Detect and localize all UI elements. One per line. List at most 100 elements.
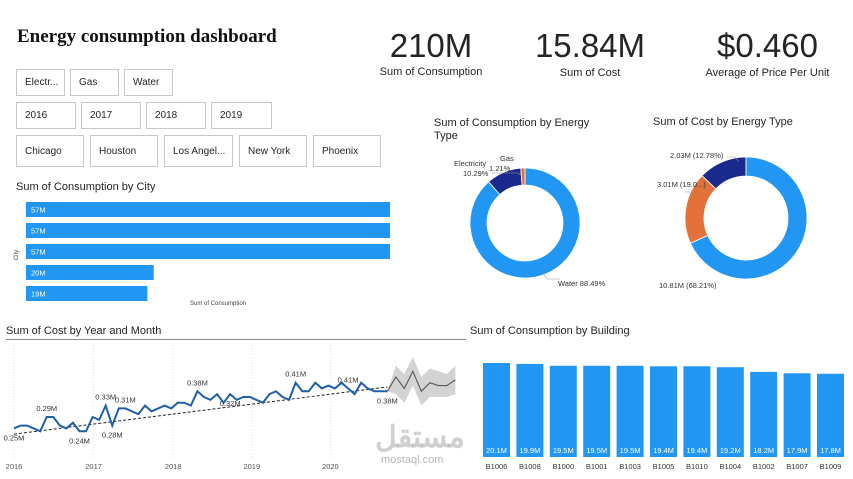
building-bar-label: 19.2M (720, 446, 741, 455)
building-bar (817, 373, 844, 457)
kpi-label: Sum of Cost (559, 67, 621, 79)
building-bar (549, 365, 577, 457)
slicer-option-los-angeles[interactable]: Los Angel... (164, 135, 233, 167)
donut-label-orange-slice: 3.01M (19.0...) (657, 180, 706, 189)
building-bar-chart: 20.1M B1006 19.9M B1008 19.5M B1000 19.5M B1001… (483, 363, 844, 471)
building-bar-label: 19.9M (519, 446, 540, 455)
cost-month-chart-title: Sum of Cost by Year and Month (6, 325, 162, 337)
building-tick-label: B1006 (486, 462, 508, 471)
leader-line (492, 172, 524, 178)
city-bar-label: 57M (31, 248, 46, 257)
building-bar-label: 19.5M (620, 446, 641, 455)
chart-divider (6, 339, 466, 340)
data-point-label: 0.32M (220, 399, 241, 408)
leader-line (727, 156, 740, 163)
city-chart-title: Sum of Consumption by City (16, 181, 156, 193)
donut-label-gas: 1.21% (489, 164, 511, 173)
building-tick-label: B1009 (820, 462, 842, 471)
x-tick-label: 2019 (243, 462, 260, 471)
page-title: Energy consumption dashboard (17, 26, 277, 47)
city-bar-label: 19M (31, 290, 46, 299)
donut-label-gas-name: Gas (500, 154, 514, 163)
building-bar (650, 366, 677, 457)
cost-month-line-chart: 2016 2017 2018 2019 2020 0.25M 0.29M 0.24M 0.33M… (4, 345, 456, 471)
donut-label-blue-slice: 10.81M (68.21%) (659, 281, 717, 290)
slicer-option-phoenix[interactable]: Phoenix (313, 135, 381, 167)
donut-label-water: Water 88.49% (558, 279, 606, 288)
building-tick-label: B1007 (786, 462, 808, 471)
building-bar-label: 18.2M (753, 446, 774, 455)
slicer-option-2019[interactable]: 2019 (211, 102, 272, 129)
building-chart-title: Sum of Consumption by Building (470, 325, 630, 337)
city-x-axis-label: Sum of Consumption (190, 301, 246, 307)
city-y-axis-label: City (14, 250, 20, 260)
cost-series-line (13, 380, 388, 433)
building-bar-label: 20.1M (486, 446, 507, 455)
city-bar-label: 57M (31, 206, 46, 215)
kpi-value: $0.460 (717, 27, 818, 64)
donut-label-electricity: 10.29% (463, 169, 489, 178)
city-bar (26, 286, 148, 301)
slicer-option-2017[interactable]: 2017 (81, 102, 141, 129)
consumption-donut-slice (469, 167, 581, 279)
city-bar (26, 202, 390, 217)
building-bar (516, 363, 544, 457)
building-bar (583, 365, 611, 457)
slicer-option-electricity[interactable]: Electr... (16, 69, 65, 96)
building-tick-label: B1010 (686, 462, 708, 471)
kpi-label: Average of Price Per Unit (705, 67, 830, 79)
slicer-option-new-york[interactable]: New York (239, 135, 307, 167)
data-point-label: 0.25M (4, 433, 25, 442)
data-point-label: 0.28M (102, 431, 123, 440)
slicer-option-2018[interactable]: 2018 (146, 102, 206, 129)
building-bar-label: 19.5M (586, 446, 607, 455)
slicer-option-houston[interactable]: Houston (90, 135, 158, 167)
x-tick-label: 2016 (6, 462, 23, 471)
watermark-arabic: مستقل (375, 421, 465, 454)
building-tick-label: B1002 (753, 462, 775, 471)
slicer-option-gas[interactable]: Gas (70, 69, 119, 96)
kpi-value: 210M (389, 27, 473, 64)
city-bar-label: 20M (31, 269, 46, 278)
slicer-option-chicago[interactable]: Chicago (16, 135, 84, 167)
slicer-option-2016[interactable]: 2016 (16, 102, 76, 129)
city-bar-chart: 57M 57M 57M 20M 19M City Sum of Consumption (14, 202, 390, 307)
cost-donut-slice (689, 156, 808, 280)
building-tick-label: B1008 (519, 462, 541, 471)
forecast-band (387, 357, 456, 406)
consumption-donut-chart: Electricity 10.29% Gas 1.21% Water 88.49… (454, 154, 606, 288)
data-point-label: 0.29M (36, 404, 57, 413)
city-bar (26, 265, 154, 280)
slicer-option-water[interactable]: Water (124, 69, 173, 96)
building-tick-label: B1000 (552, 462, 574, 471)
building-bar-label: 19.5M (553, 446, 574, 455)
donut-label-electricity-name: Electricity (454, 159, 486, 168)
cost-type-chart-title: Sum of Cost by Energy Type (653, 116, 793, 128)
data-point-label: 0.41M (285, 370, 306, 379)
leader-line (685, 191, 692, 196)
data-point-label: 0.24M (69, 436, 90, 445)
kpi-value: 15.84M (534, 27, 646, 64)
building-bar (616, 365, 644, 457)
x-tick-label: 2020 (322, 462, 339, 471)
x-tick-label: 2017 (85, 462, 102, 471)
consumption-type-chart-title: Sum of Consumption by Energy Type (434, 117, 590, 142)
building-bar (750, 371, 778, 457)
leader-line (543, 274, 560, 280)
kpi-label: Sum of Consumption (379, 66, 483, 78)
building-bar-label: 17.9M (787, 446, 808, 455)
building-bar-label: 19.4M (653, 446, 674, 455)
building-bar (483, 363, 510, 457)
building-bar-label: 17.8M (820, 446, 841, 455)
data-point-label: 0.38M (187, 378, 208, 387)
data-point-label: 0.33M (95, 393, 116, 402)
watermark-latin: mostaql.com (381, 454, 444, 466)
cost-donut-chart: 2.03M (12.78%) 3.01M (19.0...) 10.81M (6… (657, 151, 808, 290)
building-tick-label: B1001 (586, 462, 608, 471)
building-tick-label: B1003 (619, 462, 641, 471)
x-tick-label: 2018 (165, 462, 182, 471)
building-bar (716, 367, 744, 457)
data-point-label: 0.31M (115, 395, 136, 404)
city-bar (26, 223, 390, 238)
donut-label-dark-slice: 2.03M (12.78%) (670, 151, 724, 160)
